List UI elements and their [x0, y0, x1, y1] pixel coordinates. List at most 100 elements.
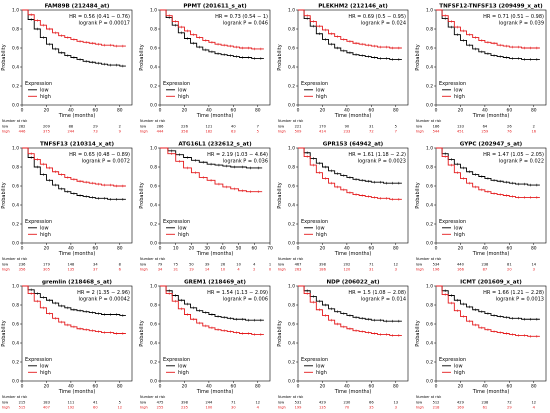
risk-count-low: 121 [205, 125, 212, 129]
risk-count-low: 202 [343, 263, 350, 267]
chart-title: PPMT (201611_s_at) [183, 4, 247, 10]
risk-table-title: Number at risk [278, 257, 303, 261]
risk-count-low: 467 [295, 263, 302, 267]
legend-title: Expression [301, 357, 328, 363]
risk-row-label-low: low [2, 401, 8, 405]
risk-count-high: 3 [533, 268, 535, 272]
logrank-p: logrank P = 0.046 [223, 21, 268, 27]
risk-count-high: 182 [205, 130, 212, 134]
logrank-p: logrank P = 0.036 [223, 159, 268, 165]
risk-count-high: 20 [507, 268, 512, 272]
km-panel: GPR153 (64942_at) 0.0 0.2 0.4 0.6 0.8 1.0 0 20 40… [276, 138, 413, 275]
risk-count-low: 14 [531, 263, 536, 267]
y-tick-label: 0.8 [12, 27, 19, 33]
x-tick-label: 0 [159, 246, 162, 252]
risk-count-low: 75 [173, 263, 178, 267]
x-axis-label: Time (months) [334, 389, 372, 395]
survival-curve-high [22, 147, 126, 187]
risk-count-high: 87 [483, 268, 488, 272]
risk-row-label-low: low [140, 401, 146, 405]
logrank-p: logrank P = 0.0023 [358, 159, 406, 165]
legend-title: Expression [163, 81, 190, 87]
legend-label-high: high [454, 232, 465, 238]
x-axis-label: Time (months) [334, 251, 372, 257]
y-tick-label: 1.0 [12, 284, 19, 290]
risk-table-title: Number at risk [416, 119, 441, 123]
risk-count-low: 221 [295, 125, 302, 129]
logrank-p: logrank P = 0.024 [361, 21, 406, 27]
hazard-ratio: HR = 0.69 (0.5 − 0.95) [348, 14, 406, 20]
risk-row-label-high: high [2, 268, 10, 272]
legend-label-high: high [316, 232, 327, 238]
x-tick-label: 20 [189, 246, 195, 252]
y-tick-label: 1.0 [150, 284, 157, 290]
x-tick-label: 20 [44, 384, 50, 390]
risk-count-low: 71 [231, 401, 236, 405]
x-tick-label: 20 [44, 108, 50, 114]
x-axis-label: Time (months) [58, 251, 96, 257]
risk-count-high: 7 [395, 130, 397, 134]
risk-count-high: 100 [205, 406, 213, 410]
risk-count-low: 183 [43, 401, 50, 405]
x-tick-label: 80 [393, 108, 399, 114]
risk-row-label-high: high [2, 130, 10, 134]
y-tick-label: 1.0 [12, 8, 19, 14]
risk-count-low: 79 [158, 263, 163, 267]
risk-count-low: 12 [531, 401, 536, 405]
x-tick-label: 0 [21, 246, 24, 252]
x-tick-label: 60 [369, 384, 375, 390]
y-tick-label: 0.2 [12, 360, 19, 366]
y-tick-label: 0.0 [426, 379, 433, 385]
x-tick-label: 0 [297, 108, 300, 114]
legend-label-high: high [454, 370, 465, 376]
km-panel: FAM89B (212484_at) 0.0 0.2 0.4 0.6 0.8 1.0 0 20 4… [0, 0, 137, 137]
km-plot: gremlin (218468_s_at) 0.0 0.2 0.4 0.6 0.8 1.0 0… [1, 280, 133, 410]
x-tick-label: 40 [68, 108, 74, 114]
x-axis-label: Time (months) [196, 389, 234, 395]
logrank-p: logrank P = 0.0072 [82, 159, 130, 165]
y-tick-label: 0.4 [426, 203, 433, 209]
y-tick-label: 0.6 [288, 184, 295, 190]
y-axis-label: Probability [277, 44, 283, 70]
risk-count-low: 39 [205, 263, 210, 267]
risk-count-high: 6 [119, 268, 122, 272]
x-tick-label: 80 [117, 108, 123, 114]
km-plot: PLEKHM2 (212146_at) 0.0 0.2 0.4 0.6 0.8 1.0 0 20… [277, 4, 409, 134]
risk-count-low: 429 [319, 401, 327, 405]
risk-count-low: 244 [205, 401, 213, 405]
y-tick-label: 0.6 [150, 184, 157, 190]
legend-label-high: high [316, 370, 327, 376]
risk-count-low: 398 [181, 401, 189, 405]
y-tick-label: 0.8 [12, 303, 19, 309]
risk-count-high: 218 [433, 406, 441, 410]
x-tick-label: 0 [159, 384, 162, 390]
y-tick-label: 1.0 [150, 8, 157, 14]
x-axis-label: Time (months) [472, 251, 510, 257]
risk-count-low: 186 [433, 125, 441, 129]
x-tick-label: 0 [297, 384, 300, 390]
y-axis-label: Probability [415, 182, 421, 208]
risk-count-high: 63 [231, 130, 236, 134]
plot-frame [21, 285, 133, 382]
risk-table-title: Number at risk [140, 257, 165, 261]
risk-count-low: 209 [43, 125, 51, 129]
risk-count-high: 199 [295, 406, 303, 410]
y-tick-label: 0.2 [12, 84, 19, 90]
y-axis-label: Probability [1, 320, 7, 346]
y-tick-label: 0.4 [288, 341, 295, 347]
x-tick-label: 20 [458, 384, 464, 390]
y-tick-label: 0.4 [12, 341, 19, 347]
survival-curve-low [298, 9, 402, 60]
risk-table-title: Number at risk [278, 395, 303, 399]
risk-row-label-low: low [416, 401, 422, 405]
legend-label-low: low [454, 226, 463, 232]
x-axis-label: Time (months) [196, 113, 234, 119]
km-panel: gremlin (218468_s_at) 0.0 0.2 0.4 0.6 0.8 1.0 0… [0, 276, 137, 413]
risk-count-low: 475 [157, 401, 164, 405]
chart-title: NDP (206022_at) [326, 280, 380, 286]
x-tick-label: 0 [159, 108, 162, 114]
logrank-p: logrank P = 0.006 [223, 297, 268, 303]
legend-title: Expression [439, 81, 466, 87]
km-plot: TNFSF13 (210314_x_at) 0.0 0.2 0.4 0.6 0.8 1.0 0… [1, 142, 133, 272]
y-tick-label: 0.6 [12, 322, 19, 328]
